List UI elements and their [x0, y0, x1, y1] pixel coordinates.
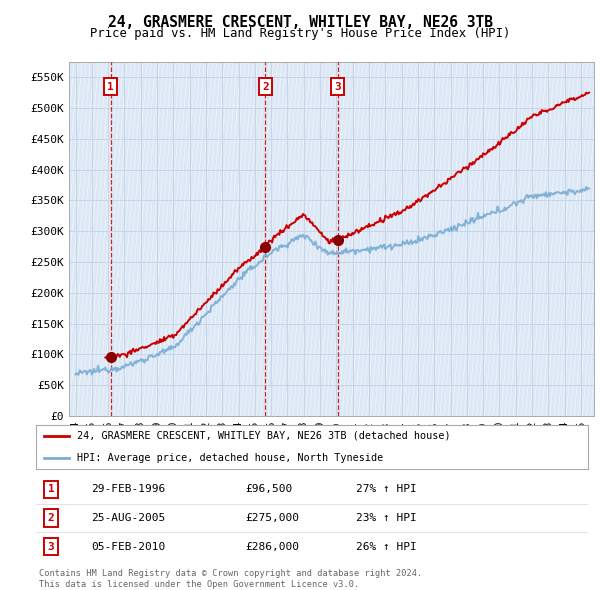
Text: Price paid vs. HM Land Registry's House Price Index (HPI): Price paid vs. HM Land Registry's House …: [90, 27, 510, 40]
Text: £96,500: £96,500: [246, 484, 293, 494]
Text: HPI: Average price, detached house, North Tyneside: HPI: Average price, detached house, Nort…: [77, 453, 383, 463]
Text: 23% ↑ HPI: 23% ↑ HPI: [356, 513, 417, 523]
Text: £286,000: £286,000: [246, 542, 300, 552]
Text: 25-AUG-2005: 25-AUG-2005: [91, 513, 166, 523]
Text: 24, GRASMERE CRESCENT, WHITLEY BAY, NE26 3TB (detached house): 24, GRASMERE CRESCENT, WHITLEY BAY, NE26…: [77, 431, 451, 441]
Text: Contains HM Land Registry data © Crown copyright and database right 2024.: Contains HM Land Registry data © Crown c…: [39, 569, 422, 578]
Text: 1: 1: [47, 484, 54, 494]
Text: 27% ↑ HPI: 27% ↑ HPI: [356, 484, 417, 494]
Text: This data is licensed under the Open Government Licence v3.0.: This data is licensed under the Open Gov…: [39, 579, 359, 589]
Text: 2: 2: [262, 81, 269, 91]
Text: 24, GRASMERE CRESCENT, WHITLEY BAY, NE26 3TB: 24, GRASMERE CRESCENT, WHITLEY BAY, NE26…: [107, 15, 493, 30]
Text: 3: 3: [47, 542, 54, 552]
Text: 1: 1: [107, 81, 114, 91]
Text: 05-FEB-2010: 05-FEB-2010: [91, 542, 166, 552]
Text: 26% ↑ HPI: 26% ↑ HPI: [356, 542, 417, 552]
Text: 3: 3: [334, 81, 341, 91]
Text: £275,000: £275,000: [246, 513, 300, 523]
Text: 29-FEB-1996: 29-FEB-1996: [91, 484, 166, 494]
Text: 2: 2: [47, 513, 54, 523]
